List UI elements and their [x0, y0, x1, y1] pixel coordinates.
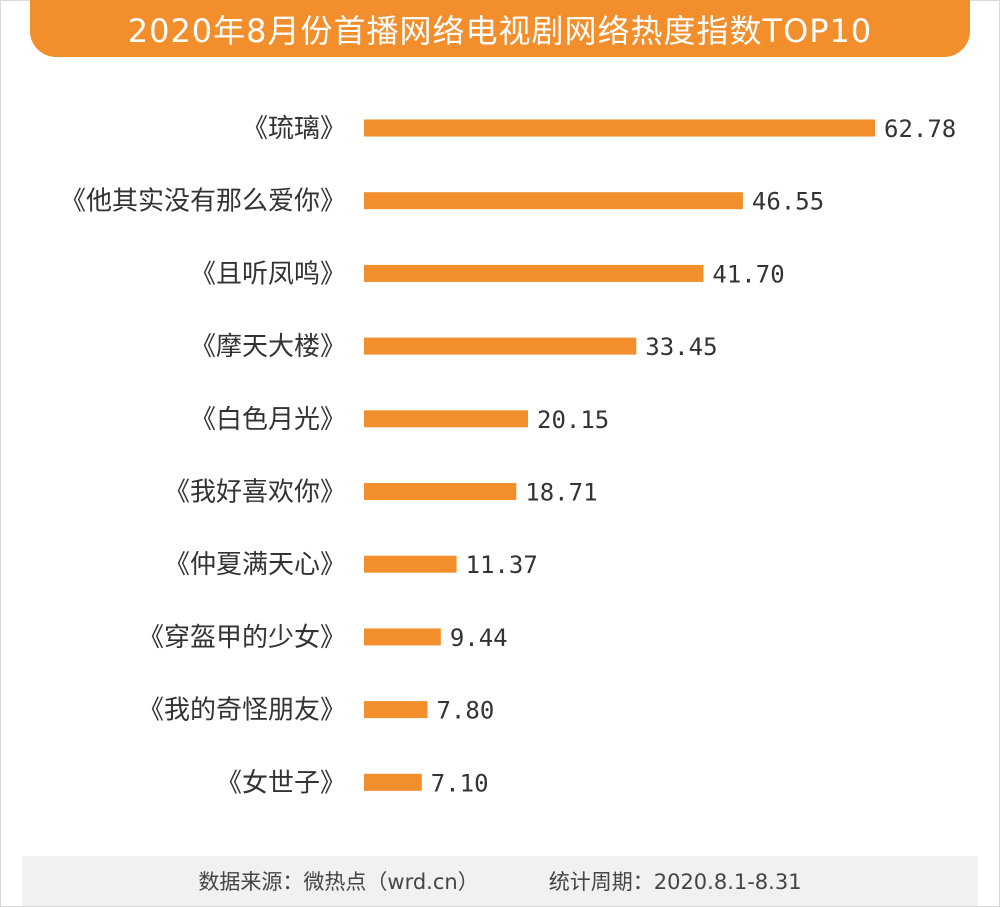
bar [364, 483, 517, 500]
value-label: 7.80 [436, 697, 494, 725]
data-source-text: 数据来源：微热点（wrd.cn） [198, 870, 479, 894]
bar [364, 773, 422, 791]
value-label: 33.45 [645, 333, 717, 361]
bar [364, 410, 529, 428]
value-label: 18.71 [525, 479, 597, 507]
bar [364, 701, 428, 719]
bar [364, 337, 637, 355]
category-label: 《琉璃》 [242, 114, 346, 144]
bar [364, 119, 875, 137]
category-label: 《我的奇怪朋友》 [138, 696, 346, 726]
stat-period-text: 统计周期：2020.8.1-8.31 [548, 870, 802, 894]
footer-bar: 数据来源：微热点（wrd.cn） 统计周期：2020.8.1-8.31 [22, 856, 978, 906]
value-label: 46.55 [752, 188, 824, 216]
category-label: 《穿盔甲的少女》 [138, 623, 346, 653]
value-label: 9.44 [450, 624, 508, 652]
category-label: 《白色月光》 [190, 405, 346, 435]
category-label: 《他其实没有那么爱你》 [60, 187, 346, 217]
category-label: 《仲夏满天心》 [164, 550, 346, 580]
bar [364, 264, 704, 282]
category-label: 《摩天大楼》 [190, 332, 346, 362]
title-banner: 2020年8月份首播网络电视剧网络热度指数TOP10 [30, 0, 970, 57]
category-label: 《且听凤鸣》 [190, 259, 346, 289]
chart-title: 2020年8月份首播网络电视剧网络热度指数TOP10 [127, 11, 873, 50]
value-label: 11.37 [466, 551, 538, 579]
bar-chart: 《琉璃》 62.78 《他其实没有那么爱你》 46.55 《且听凤鸣》 41.70 《摩天大… [60, 114, 956, 798]
value-label: 41.70 [712, 260, 784, 288]
bar [364, 192, 743, 210]
category-label: 《女世子》 [216, 768, 346, 798]
value-label: 62.78 [884, 115, 956, 143]
value-label: 20.15 [537, 406, 609, 434]
value-label: 7.10 [431, 769, 489, 797]
category-label: 《我好喜欢你》 [164, 478, 346, 508]
bar [364, 628, 441, 646]
bar [364, 555, 457, 573]
